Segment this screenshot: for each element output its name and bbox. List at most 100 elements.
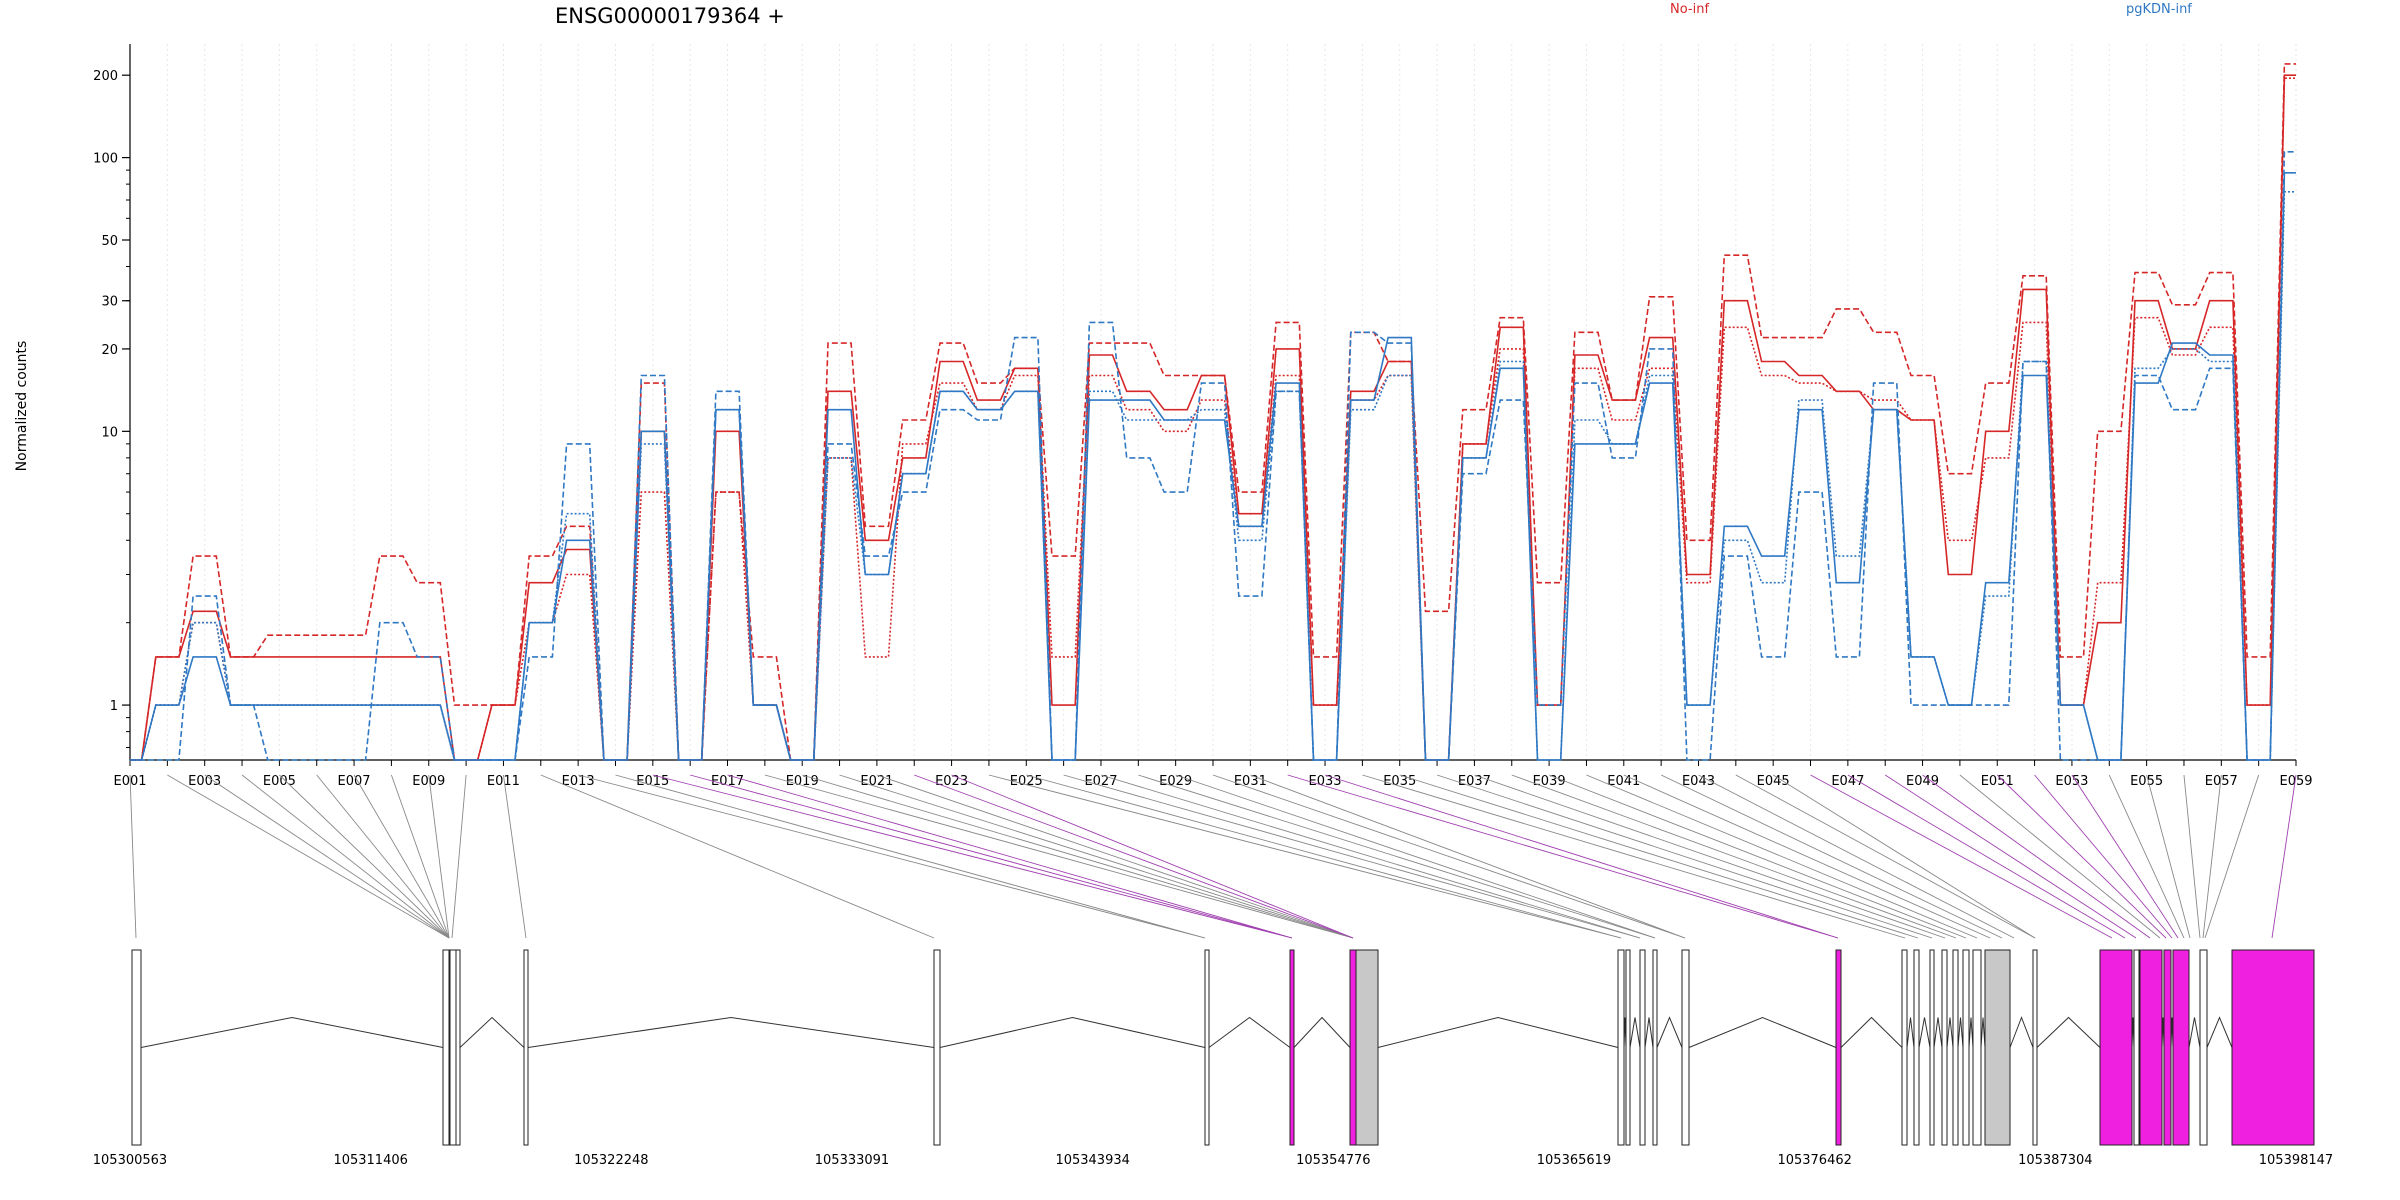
exon-connector: [2271, 774, 2297, 939]
intron-line: [2009, 1016, 2034, 1048]
x-tick-label: E023: [935, 774, 968, 789]
genomic-coordinate-label: 105343934: [1055, 1153, 1129, 1168]
x-tick-label: E051: [1981, 774, 2014, 789]
x-tick-label: E053: [2055, 774, 2088, 789]
exon-connector: [129, 774, 137, 939]
exon-box: [455, 949, 461, 1146]
intron-line: [2206, 1016, 2233, 1048]
exon-connector: [1810, 774, 2113, 939]
intron-line: [2036, 1016, 2101, 1048]
exon-box: [131, 949, 142, 1146]
exon-connector: [876, 774, 1354, 939]
x-tick-label: E015: [636, 774, 669, 789]
x-tick-label: E059: [2279, 774, 2312, 789]
exon-connector: [1996, 774, 2167, 939]
exon-box: [1913, 949, 1920, 1146]
legend-no-inf: No-inf: [1670, 2, 1709, 17]
intron-line: [1644, 1017, 1654, 1048]
y-tick-label: 20: [101, 343, 118, 358]
series-line: [130, 74, 2296, 761]
exon-connector: [615, 774, 1206, 939]
x-tick-label: E025: [1010, 774, 1043, 789]
intron-line: [939, 1016, 1206, 1048]
exon-connector: [1287, 774, 1839, 939]
exon-connector: [1399, 774, 1919, 939]
exon-connector: [988, 774, 1622, 939]
exon-connector: [316, 774, 450, 939]
exon-box: [1625, 949, 1631, 1146]
exon-connector: [1362, 774, 1906, 939]
exon-connector: [951, 774, 1354, 939]
exon-connector: [2183, 774, 2201, 939]
exon-box: [1941, 949, 1948, 1146]
x-tick-label: E005: [263, 774, 296, 789]
exon-connector: [839, 774, 1354, 939]
intron-line: [1906, 1017, 1915, 1048]
exon-box: [1835, 949, 1842, 1146]
exon-connector: [727, 774, 1293, 939]
intron-line: [140, 1016, 444, 1048]
x-tick-label: E041: [1607, 774, 1640, 789]
exon-model-area: 105300563 105311406 105322248 105333091 1053…: [93, 774, 2333, 1168]
intron-line: [459, 1016, 525, 1048]
exon-box: [1204, 949, 1210, 1146]
x-tick-label: E045: [1757, 774, 1790, 789]
exon-connector: [390, 774, 450, 939]
exon-connector: [428, 774, 450, 939]
exon-box: [2199, 949, 2208, 1146]
exon-box: [1355, 949, 1379, 1146]
intron-line: [1688, 1016, 1837, 1048]
exon-connector: [451, 774, 467, 939]
exon-connector: [1436, 774, 1933, 939]
exon-connector: [1212, 774, 1686, 939]
exon-connector: [1586, 774, 1978, 939]
intron-line: [1946, 1017, 1954, 1048]
x-tick-label: E055: [2130, 774, 2163, 789]
exon-connector: [1772, 774, 2036, 939]
intron-line: [1957, 1017, 1964, 1048]
x-tick-label: E039: [1533, 774, 1566, 789]
exon-connector: [2204, 774, 2260, 939]
exon-box: [1952, 949, 1959, 1146]
legend-pgkdn-inf: pgKDN-inf: [2126, 2, 2192, 17]
chart-title: ENSG00000179364 +: [555, 4, 785, 28]
series-line: [130, 77, 2296, 761]
exon-connector: [353, 774, 450, 939]
y-tick-label: 200: [93, 69, 118, 84]
exon-box: [1901, 949, 1908, 1146]
x-tick-label: E035: [1383, 774, 1416, 789]
exon-connector: [1548, 774, 1967, 939]
genomic-coordinate-label: 105387304: [2018, 1153, 2092, 1168]
exon-connector: [1698, 774, 2015, 939]
exon-connector: [1623, 774, 1991, 939]
exon-connector: [1884, 774, 2137, 939]
intron-line: [1629, 1017, 1641, 1048]
exon-box: [1681, 949, 1690, 1146]
exon-connector: [1511, 774, 1957, 939]
exon-connector: [2071, 774, 2179, 939]
y-tick-label: 50: [101, 234, 118, 249]
series-line: [130, 63, 2296, 761]
exon-connector: [1959, 774, 2161, 939]
x-tick-label: E049: [1906, 774, 1939, 789]
intron-line: [2188, 1017, 2201, 1048]
exon-box: [1652, 949, 1658, 1146]
exon-box: [1972, 949, 1982, 1146]
series-line: [130, 191, 2296, 761]
intron-line: [1968, 1017, 1974, 1048]
genomic-coordinate-label: 105365619: [1537, 1153, 1611, 1168]
exon-box: [2133, 949, 2140, 1146]
exon-connector: [1100, 774, 1641, 939]
genomic-coordinate-label: 105311406: [333, 1153, 407, 1168]
exon-connector: [1063, 774, 1641, 939]
y-axis-label: Normalized counts: [14, 341, 30, 472]
intron-line: [1377, 1016, 1619, 1048]
exon-connector: [1847, 774, 2126, 939]
exon-connector: [1324, 774, 1839, 939]
exon-connector: [167, 774, 450, 939]
y-tick-label: 10: [101, 425, 118, 440]
exon-box: [2099, 949, 2133, 1146]
exon-box: [2032, 949, 2038, 1146]
exon-connector: [1660, 774, 2003, 939]
